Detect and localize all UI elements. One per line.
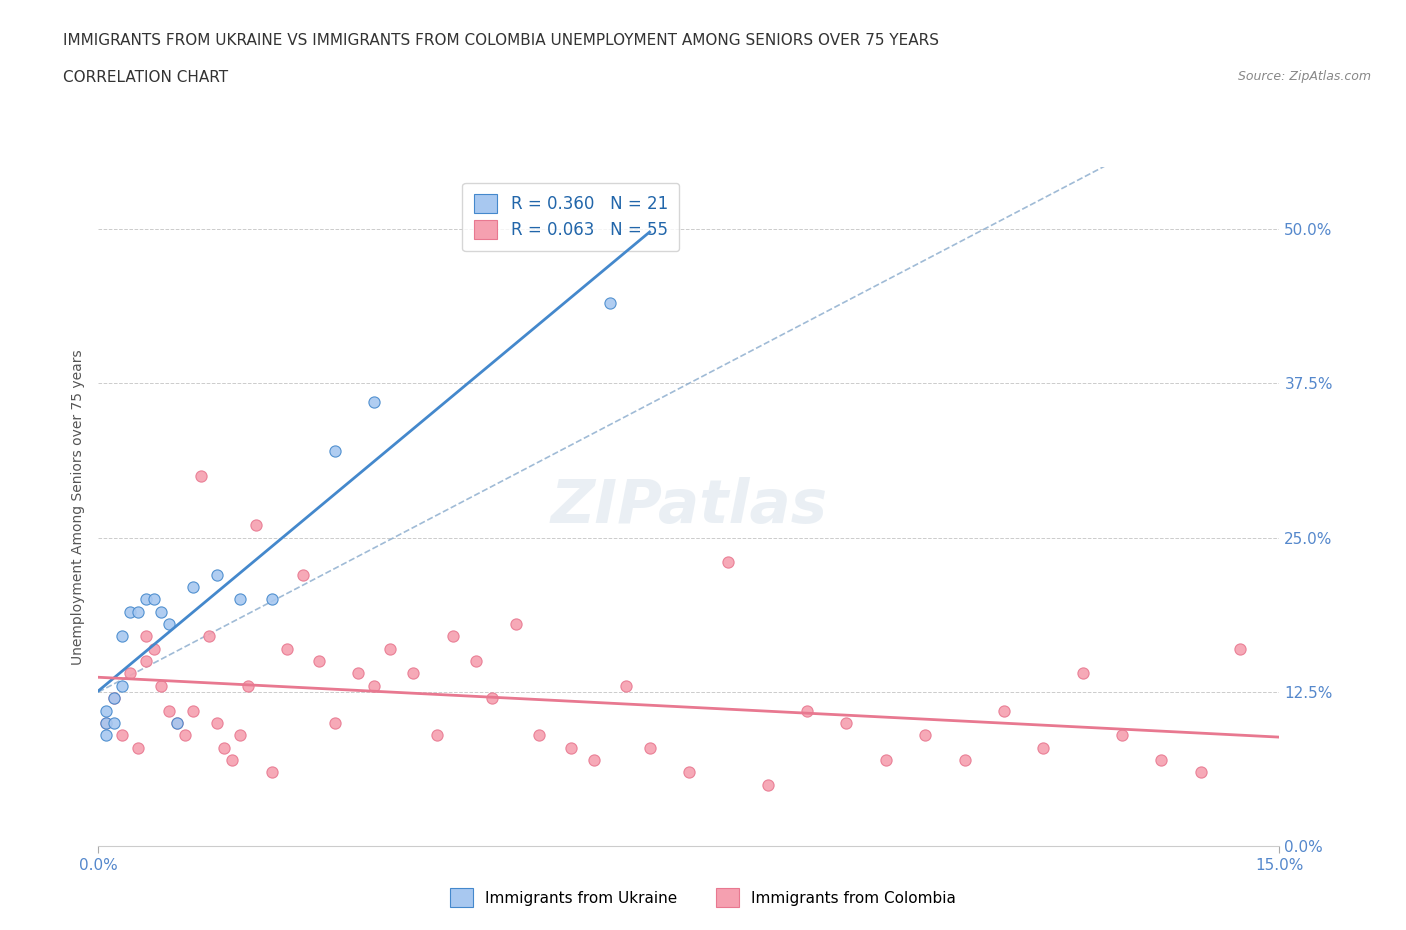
Point — [835, 715, 858, 730]
Point — [181, 579, 204, 594]
Point — [363, 678, 385, 693]
Point — [157, 617, 180, 631]
Point — [378, 642, 401, 657]
Point — [441, 629, 464, 644]
Point — [150, 678, 173, 693]
Point — [96, 715, 118, 730]
Point — [505, 617, 527, 631]
Point — [103, 691, 125, 706]
Point — [678, 764, 700, 779]
Point — [993, 703, 1015, 718]
Legend: Immigrants from Ukraine, Immigrants from Colombia: Immigrants from Ukraine, Immigrants from… — [444, 883, 962, 913]
Point — [166, 715, 188, 730]
Point — [96, 715, 118, 730]
Point — [308, 654, 330, 669]
Text: CORRELATION CHART: CORRELATION CHART — [63, 70, 228, 85]
Point — [717, 555, 740, 570]
Text: Source: ZipAtlas.com: Source: ZipAtlas.com — [1237, 70, 1371, 83]
Point — [1189, 764, 1212, 779]
Point — [347, 666, 370, 681]
Point — [560, 740, 582, 755]
Point — [245, 518, 267, 533]
Point — [796, 703, 818, 718]
Point — [103, 691, 125, 706]
Point — [111, 728, 134, 743]
Point — [953, 752, 976, 767]
Point — [756, 777, 779, 792]
Point — [174, 728, 197, 743]
Point — [276, 642, 298, 657]
Point — [1150, 752, 1173, 767]
Point — [96, 703, 118, 718]
Point — [614, 678, 637, 693]
Point — [96, 728, 118, 743]
Point — [1229, 642, 1251, 657]
Point — [363, 394, 385, 409]
Point — [260, 764, 283, 779]
Point — [1111, 728, 1133, 743]
Legend: R = 0.360   N = 21, R = 0.063   N = 55: R = 0.360 N = 21, R = 0.063 N = 55 — [463, 182, 679, 251]
Point — [914, 728, 936, 743]
Point — [229, 592, 252, 607]
Y-axis label: Unemployment Among Seniors over 75 years: Unemployment Among Seniors over 75 years — [72, 349, 86, 665]
Point — [1032, 740, 1054, 755]
Point — [214, 740, 236, 755]
Text: IMMIGRANTS FROM UKRAINE VS IMMIGRANTS FROM COLOMBIA UNEMPLOYMENT AMONG SENIORS O: IMMIGRANTS FROM UKRAINE VS IMMIGRANTS FR… — [63, 33, 939, 47]
Point — [142, 592, 165, 607]
Point — [181, 703, 204, 718]
Point — [292, 567, 315, 582]
Point — [260, 592, 283, 607]
Point — [426, 728, 449, 743]
Point — [103, 715, 125, 730]
Point — [205, 567, 228, 582]
Text: ZIPatlas: ZIPatlas — [550, 477, 828, 537]
Point — [142, 642, 165, 657]
Point — [875, 752, 897, 767]
Point — [197, 629, 219, 644]
Point — [1071, 666, 1094, 681]
Point — [190, 469, 212, 484]
Point — [529, 728, 551, 743]
Point — [135, 592, 157, 607]
Point — [157, 703, 180, 718]
Point — [638, 740, 661, 755]
Point — [135, 629, 157, 644]
Point — [118, 604, 141, 619]
Point — [236, 678, 259, 693]
Point — [127, 604, 149, 619]
Point — [481, 691, 503, 706]
Point — [599, 296, 621, 311]
Point — [150, 604, 173, 619]
Point — [127, 740, 149, 755]
Point — [166, 715, 188, 730]
Point — [135, 654, 157, 669]
Point — [205, 715, 228, 730]
Point — [118, 666, 141, 681]
Point — [583, 752, 606, 767]
Point — [402, 666, 425, 681]
Point — [323, 444, 346, 458]
Point — [111, 629, 134, 644]
Point — [229, 728, 252, 743]
Point — [221, 752, 243, 767]
Point — [465, 654, 488, 669]
Point — [323, 715, 346, 730]
Point — [111, 678, 134, 693]
